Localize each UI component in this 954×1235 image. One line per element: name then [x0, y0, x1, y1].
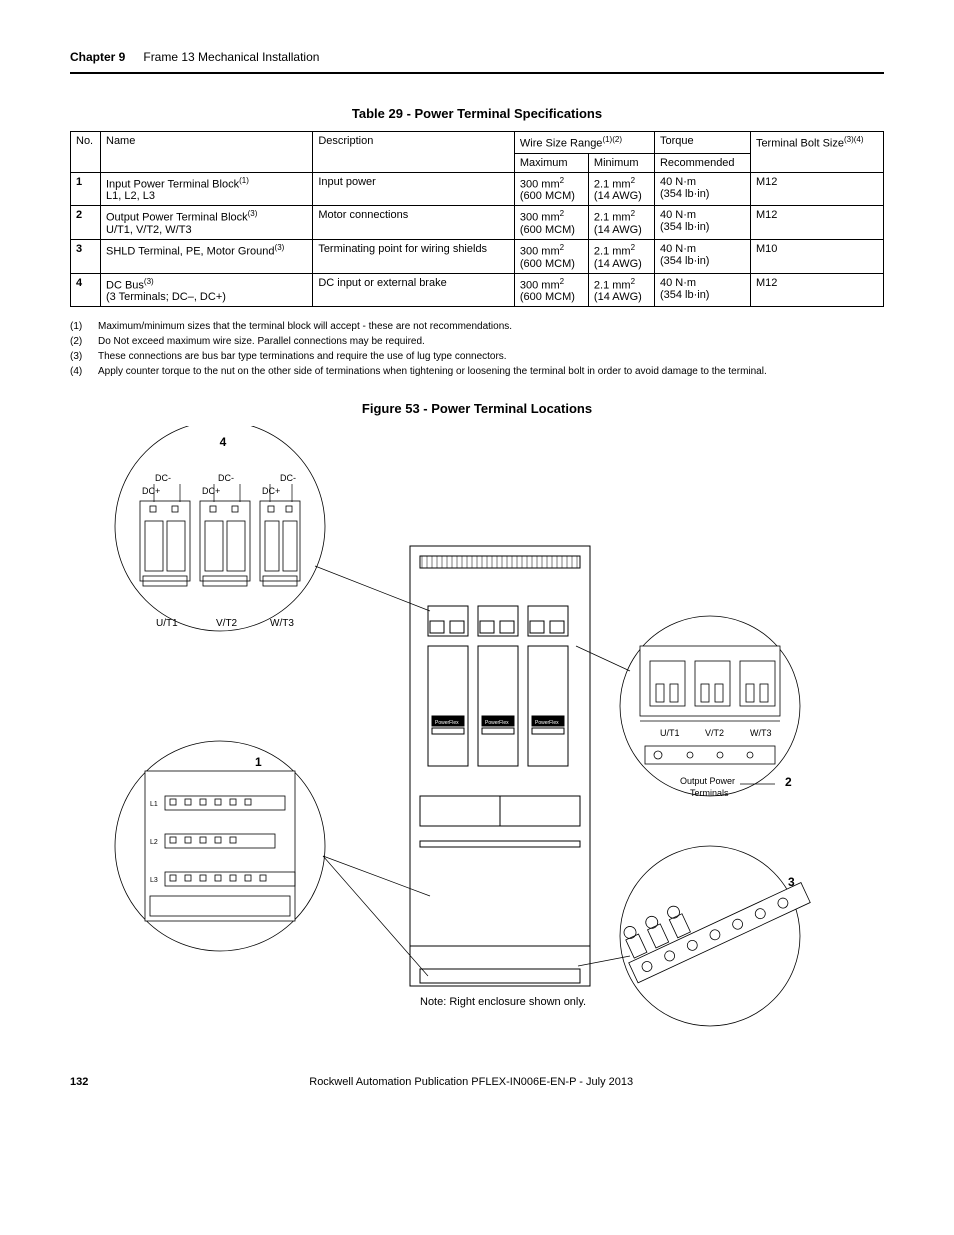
chapter-label: Chapter 9: [70, 50, 125, 64]
svg-text:DC-: DC-: [155, 473, 171, 483]
terminal-diagram-svg: U/T1 V/T2 W/T3 4 DC- DC+ DC- DC+ DC- DC+: [70, 426, 884, 1066]
svg-text:U/T1: U/T1: [660, 728, 680, 738]
svg-text:L2: L2: [150, 839, 158, 846]
col-wire: Wire Size Range(1)(2): [514, 132, 654, 154]
callout-3: 3: [788, 875, 795, 889]
table-row: 2 Output Power Terminal Block(3)U/T1, V/…: [71, 206, 884, 240]
col-torque: Torque: [654, 132, 750, 154]
svg-text:L1: L1: [150, 801, 158, 808]
figure-area: U/T1 V/T2 W/T3 4 DC- DC+ DC- DC+ DC- DC+: [70, 426, 884, 1066]
svg-text:W/T3: W/T3: [270, 618, 294, 629]
svg-text:DC+: DC+: [262, 486, 280, 496]
svg-text:V/T2: V/T2: [216, 618, 238, 629]
svg-text:DC-: DC-: [280, 473, 296, 483]
col-min: Minimum: [588, 153, 654, 172]
svg-text:Terminals: Terminals: [690, 788, 729, 798]
callout-4: 4: [220, 435, 227, 449]
col-desc: Description: [313, 132, 515, 173]
spec-table: No. Name Description Wire Size Range(1)(…: [70, 131, 884, 307]
svg-text:W/T3: W/T3: [750, 728, 772, 738]
page-number: 132: [70, 1076, 88, 1088]
footnotes: (1)Maximum/minimum sizes that the termin…: [70, 319, 884, 379]
col-bolt: Terminal Bolt Size(3)(4): [750, 132, 883, 173]
figure-title: Figure 53 - Power Terminal Locations: [70, 401, 884, 416]
svg-text:DC+: DC+: [142, 486, 160, 496]
table-title: Table 29 - Power Terminal Specifications: [70, 106, 884, 121]
svg-text:V/T2: V/T2: [705, 728, 724, 738]
page-footer: 132 Rockwell Automation Publication PFLE…: [70, 1066, 884, 1088]
callout-1: 1: [255, 755, 262, 769]
col-name: Name: [101, 132, 313, 173]
svg-text:L3: L3: [150, 877, 158, 884]
callout-2: 2: [785, 775, 792, 789]
figure-note: Note: Right enclosure shown only.: [420, 996, 586, 1008]
svg-text:PowerFlex: PowerFlex: [485, 720, 509, 726]
svg-text:DC+: DC+: [202, 486, 220, 496]
svg-text:U/T1: U/T1: [156, 618, 178, 629]
page-header: Chapter 9 Frame 13 Mechanical Installati…: [70, 50, 884, 74]
col-rec: Recommended: [654, 153, 750, 172]
svg-text:PowerFlex: PowerFlex: [535, 720, 559, 726]
svg-text:PowerFlex: PowerFlex: [435, 720, 459, 726]
col-no: No.: [71, 132, 101, 173]
publication-id: Rockwell Automation Publication PFLEX-IN…: [309, 1076, 633, 1088]
col-max: Maximum: [514, 153, 588, 172]
table-row: 1 Input Power Terminal Block(1)L1, L2, L…: [71, 172, 884, 206]
table-row: 4 DC Bus(3)(3 Terminals; DC–, DC+) DC in…: [71, 273, 884, 307]
svg-text:Output Power: Output Power: [680, 776, 735, 786]
svg-text:DC-: DC-: [218, 473, 234, 483]
section-label: Frame 13 Mechanical Installation: [143, 50, 319, 64]
table-row: 3 SHLD Terminal, PE, Motor Ground(3) Ter…: [71, 239, 884, 273]
